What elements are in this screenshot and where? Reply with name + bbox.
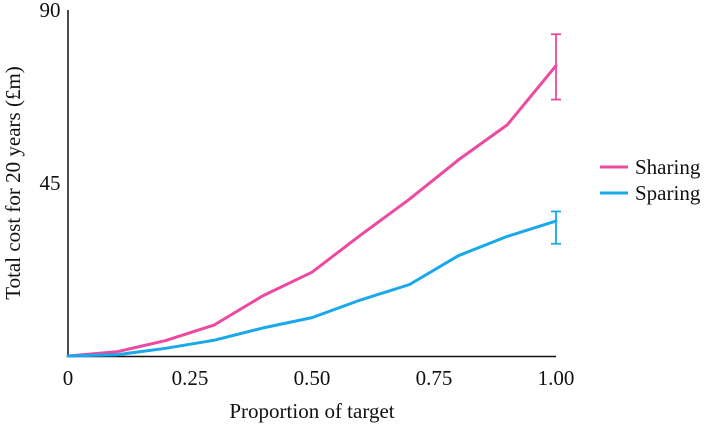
x-tick-label: 0.50 [294,366,331,390]
x-tick-label: 0.25 [172,366,209,390]
y-tick-label: 90 [40,0,61,22]
x-tick-label: 0 [63,366,74,390]
series-line-sharing [66,64,558,358]
legend-label-sharing: Sharing [635,155,701,179]
y-axis-title: Total cost for 20 years (£m) [1,66,25,300]
error-bar-sparing [551,210,561,245]
series-line-sparing [66,219,558,358]
series-lines [66,64,558,358]
x-tick-label: 1.00 [538,366,575,390]
legend-label-sparing: Sparing [635,181,701,205]
y-tick-labels: 45 90 [40,0,61,195]
axes [67,10,556,358]
x-axis-title: Proportion of target [229,399,394,423]
y-tick-label: 45 [40,171,61,195]
x-tick-labels: 0 0.25 0.50 0.75 1.00 [63,366,575,390]
error-bars [551,33,561,245]
x-tick-label: 0.75 [416,366,453,390]
error-bar-sharing [551,33,561,101]
legend: Sharing Sparing [600,155,701,205]
